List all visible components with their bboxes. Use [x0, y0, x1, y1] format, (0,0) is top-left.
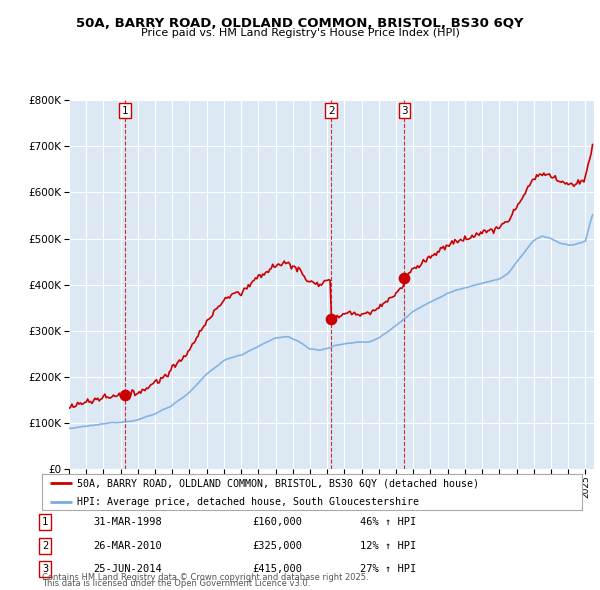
Text: 3: 3	[42, 565, 48, 574]
Point	[326, 314, 336, 324]
Text: HPI: Average price, detached house, South Gloucestershire: HPI: Average price, detached house, Sout…	[77, 497, 419, 507]
Point	[400, 273, 409, 283]
Point	[120, 391, 130, 400]
Text: 31-MAR-1998: 31-MAR-1998	[93, 517, 162, 527]
Text: 1: 1	[121, 106, 128, 116]
Text: Price paid vs. HM Land Registry's House Price Index (HPI): Price paid vs. HM Land Registry's House …	[140, 28, 460, 38]
Text: 50A, BARRY ROAD, OLDLAND COMMON, BRISTOL, BS30 6QY (detached house): 50A, BARRY ROAD, OLDLAND COMMON, BRISTOL…	[77, 478, 479, 489]
Text: 50A, BARRY ROAD, OLDLAND COMMON, BRISTOL, BS30 6QY: 50A, BARRY ROAD, OLDLAND COMMON, BRISTOL…	[76, 17, 524, 30]
Text: £325,000: £325,000	[252, 541, 302, 550]
Text: 1: 1	[42, 517, 48, 527]
Text: 2: 2	[328, 106, 335, 116]
Text: 25-JUN-2014: 25-JUN-2014	[93, 565, 162, 574]
Text: £415,000: £415,000	[252, 565, 302, 574]
Text: 3: 3	[401, 106, 408, 116]
Text: 26-MAR-2010: 26-MAR-2010	[93, 541, 162, 550]
Text: £160,000: £160,000	[252, 517, 302, 527]
Text: This data is licensed under the Open Government Licence v3.0.: This data is licensed under the Open Gov…	[42, 579, 310, 588]
Text: Contains HM Land Registry data © Crown copyright and database right 2025.: Contains HM Land Registry data © Crown c…	[42, 573, 368, 582]
Text: 2: 2	[42, 541, 48, 550]
Text: 27% ↑ HPI: 27% ↑ HPI	[360, 565, 416, 574]
Text: 12% ↑ HPI: 12% ↑ HPI	[360, 541, 416, 550]
Text: 46% ↑ HPI: 46% ↑ HPI	[360, 517, 416, 527]
